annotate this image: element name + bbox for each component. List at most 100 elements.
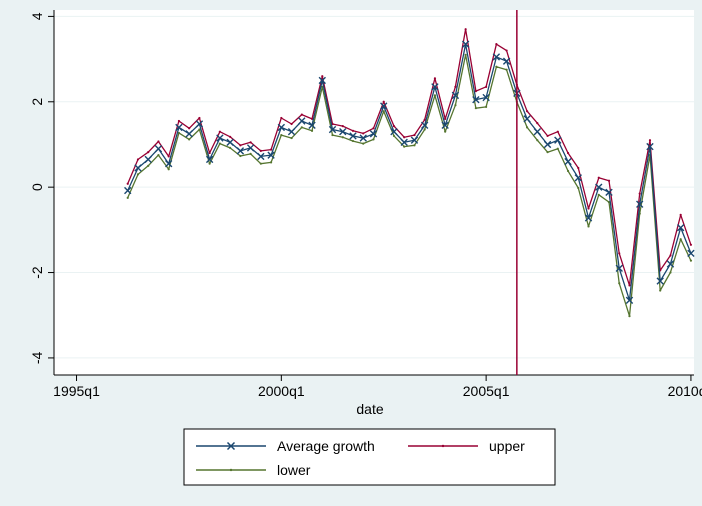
y-tick-label: -4 (29, 351, 45, 364)
data-point (310, 129, 314, 132)
data-point (298, 117, 306, 125)
data-point (689, 243, 693, 246)
data-point (597, 176, 600, 179)
data-point (236, 147, 245, 155)
x-axis-title: date (356, 401, 383, 417)
data-point (328, 125, 337, 134)
data-point (157, 154, 160, 157)
data-point (372, 127, 375, 130)
legend: Average growth upper lower (183, 428, 556, 486)
data-point (495, 65, 498, 68)
data-point (587, 207, 590, 210)
data-point (536, 122, 539, 125)
data-point (351, 139, 355, 143)
data-point (546, 151, 549, 154)
data-point (280, 116, 283, 120)
data-point (339, 127, 347, 136)
data-point (229, 135, 232, 138)
data-point (607, 179, 611, 182)
data-point (597, 193, 600, 196)
data-point (454, 104, 457, 107)
data-point (659, 289, 662, 292)
data-point (392, 125, 396, 128)
data-point (290, 122, 293, 126)
data-point (564, 157, 572, 166)
data-point (433, 77, 437, 80)
data-point (147, 151, 150, 154)
legend-item-upper: upper (408, 438, 525, 454)
legend-box (183, 428, 556, 486)
data-point (666, 260, 675, 268)
data-point (369, 130, 378, 138)
data-point (413, 133, 416, 137)
data-point (195, 120, 204, 128)
data-point (656, 277, 664, 285)
y-tick-label: 2 (29, 98, 45, 106)
data-point (216, 134, 224, 142)
legend-label-lower: lower (277, 462, 311, 478)
data-point (177, 119, 181, 123)
data-point (431, 83, 439, 91)
data-point (403, 136, 406, 139)
x-tick-label: 1995q1 (53, 383, 100, 399)
data-point (669, 271, 672, 274)
data-point (290, 136, 293, 140)
data-point (167, 155, 170, 158)
legend-marker-x-icon (226, 441, 236, 451)
data-point (628, 284, 631, 287)
data-point (144, 155, 152, 164)
data-point (536, 139, 539, 142)
data-point (136, 158, 140, 161)
data-point (444, 117, 447, 120)
data-point (607, 201, 611, 204)
data-point (147, 164, 150, 167)
data-point (543, 140, 552, 149)
data-point (390, 127, 398, 136)
data-point (584, 214, 593, 222)
data-point (648, 139, 652, 142)
data-point (341, 136, 344, 139)
data-point (676, 224, 685, 232)
data-point (249, 152, 252, 155)
series-lower (126, 53, 693, 318)
data-point (188, 127, 191, 130)
data-point (492, 53, 501, 61)
y-tick-label: 4 (29, 12, 45, 20)
data-point (638, 192, 641, 195)
data-point (198, 116, 201, 120)
data-point (474, 90, 477, 93)
data-point (287, 127, 296, 136)
data-point (464, 53, 467, 56)
data-point (523, 115, 531, 123)
data-point (157, 140, 160, 143)
data-point (372, 138, 375, 141)
x-axis-ticks: 1995q1 2000q1 2005q1 2010q1 (53, 375, 702, 399)
data-point (382, 100, 385, 103)
data-point (577, 186, 580, 190)
data-point (482, 93, 490, 102)
legend-marker-dot-icon (441, 444, 445, 448)
data-point (198, 128, 201, 131)
data-point (566, 169, 570, 173)
data-point (472, 95, 480, 104)
data-point (533, 127, 542, 136)
data-point (380, 102, 388, 110)
data-point (618, 282, 621, 285)
data-point (679, 213, 682, 217)
data-point (636, 200, 644, 208)
data-point (625, 296, 634, 304)
data-point (269, 148, 273, 151)
y-tick-label: 0 (29, 183, 45, 191)
legend-marker-dot-icon (229, 468, 233, 472)
data-point (318, 76, 326, 85)
data-point (175, 123, 183, 132)
data-point (259, 162, 262, 165)
data-point (310, 117, 314, 120)
data-point (208, 162, 211, 165)
data-point (218, 130, 221, 133)
series-line-lower (127, 54, 692, 317)
data-point (134, 164, 142, 172)
data-point (464, 28, 467, 31)
data-point (349, 132, 357, 140)
